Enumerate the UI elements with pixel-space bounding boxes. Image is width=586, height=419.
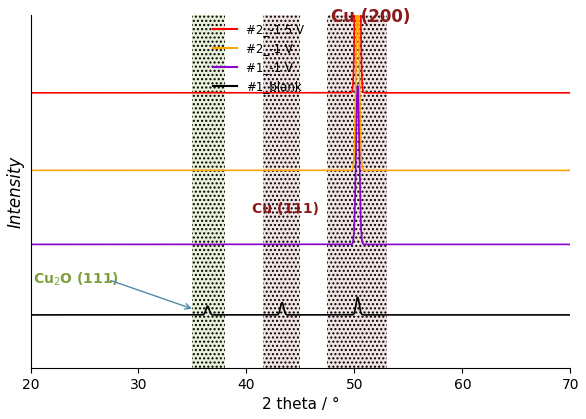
- Legend: #2_-1.5 V, #2_-1 V, #1_-1 V, #1_blank: #2_-1.5 V, #2_-1 V, #1_-1 V, #1_blank: [209, 19, 309, 98]
- Text: Cu$_2$O (111): Cu$_2$O (111): [33, 271, 118, 288]
- Bar: [263, 15, 301, 368]
- Bar: [192, 15, 225, 368]
- Text: Cu (200): Cu (200): [331, 8, 410, 26]
- X-axis label: 2 theta / °: 2 theta / °: [261, 397, 339, 412]
- Bar: [328, 15, 387, 368]
- Y-axis label: Intensity: Intensity: [7, 155, 25, 228]
- Text: Cu (111): Cu (111): [252, 202, 319, 216]
